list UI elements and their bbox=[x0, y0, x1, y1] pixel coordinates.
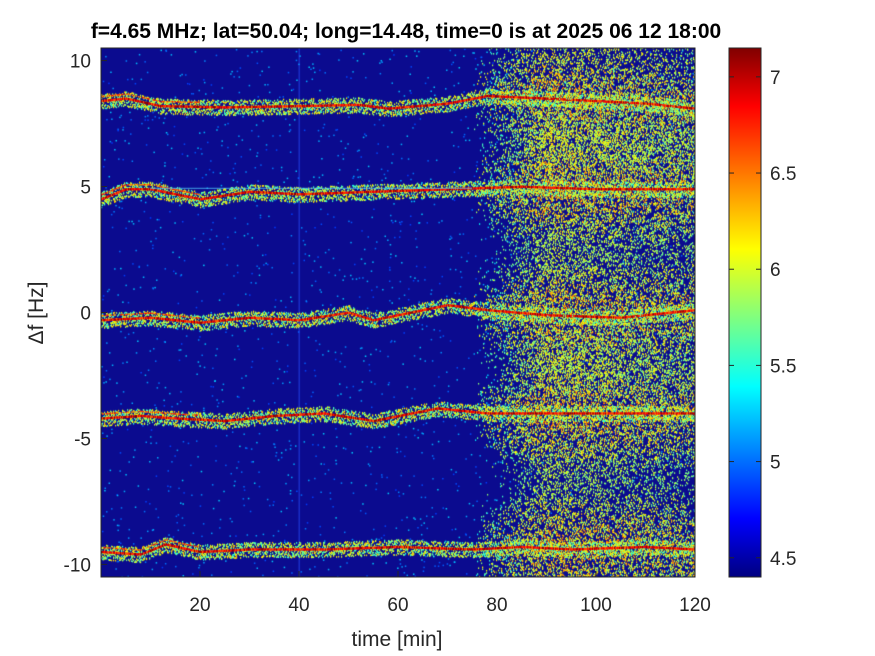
colorbar: 4.5 5 5.5 6 6.5 7 bbox=[728, 47, 796, 578]
y-axis: 10 5 0 -5 -10 bbox=[64, 52, 107, 576]
x-axis-label: time [min] bbox=[351, 628, 442, 651]
y-tick-label: 5 bbox=[80, 178, 91, 199]
y-tick-label: -5 bbox=[74, 429, 91, 450]
colorbar-tick-label: 5.5 bbox=[770, 356, 796, 377]
x-tick-label: 60 bbox=[387, 595, 408, 616]
colorbar-tick-label: 6 bbox=[770, 260, 781, 281]
chart-title: f=4.65 MHz; lat=50.04; long=14.48, time=… bbox=[91, 20, 721, 43]
y-tick-label: 0 bbox=[80, 304, 91, 325]
x-tick-label: 20 bbox=[189, 595, 210, 616]
colorbar-ticks: 4.5 5 5.5 6 6.5 7 bbox=[729, 68, 796, 570]
y-axis-label: Δf [Hz] bbox=[25, 281, 48, 344]
colorbar-tick-label: 5 bbox=[770, 453, 781, 474]
x-tick-label: 80 bbox=[486, 595, 507, 616]
y-tick-label: 10 bbox=[70, 52, 91, 73]
colorbar-tick-label: 4.5 bbox=[770, 549, 796, 570]
colorbar-scale bbox=[728, 47, 762, 578]
y-tick-label: -10 bbox=[64, 555, 91, 576]
colorbar-tick-label: 6.5 bbox=[770, 164, 796, 185]
x-tick-label: 100 bbox=[580, 595, 612, 616]
x-tick-label: 40 bbox=[288, 595, 309, 616]
heatmap-canvas bbox=[101, 48, 695, 577]
x-tick-label: 120 bbox=[679, 595, 711, 616]
plot-area bbox=[100, 47, 696, 578]
x-axis: 20 40 60 80 100 120 bbox=[189, 571, 711, 616]
colorbar-tick-label: 7 bbox=[770, 68, 781, 89]
